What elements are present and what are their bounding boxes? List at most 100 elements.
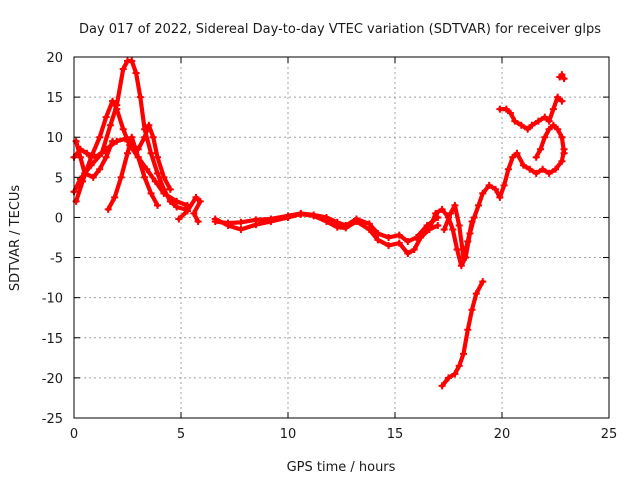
data-point-marker (459, 254, 467, 262)
data-point-marker (440, 225, 448, 233)
y-tick-label: 5 (55, 171, 63, 186)
data-point-marker (552, 165, 559, 173)
data-point-marker (412, 234, 420, 241)
data-point-marker (549, 105, 557, 113)
x-tick-label: 25 (601, 427, 618, 442)
data-point-marker (149, 133, 157, 141)
series-layer (70, 57, 568, 390)
data-point-marker (532, 169, 540, 177)
data-point-marker (410, 246, 418, 254)
data-point-marker (160, 189, 168, 197)
data-point-marker (96, 165, 104, 173)
data-point-marker (111, 193, 119, 201)
plot-frame (73, 56, 610, 419)
data-point-marker (425, 225, 433, 233)
data-point-marker (453, 246, 461, 254)
data-point-marker (365, 220, 373, 228)
data-point-marker (190, 209, 198, 217)
data-point-marker (459, 350, 467, 358)
data-point-marker (558, 157, 566, 165)
grid-layer (74, 57, 609, 418)
data-point-marker (211, 217, 219, 225)
data-point-marker (447, 209, 455, 217)
data-point-marker (192, 193, 200, 201)
data-point-marker (537, 145, 545, 153)
data-point-marker (513, 149, 521, 157)
data-point-marker (385, 242, 393, 250)
data-point-marker (492, 185, 500, 193)
tick-layer: 0 5 10 15 20 25 20 15 10 5 0 -5 -10 -15 -20 -25 (42, 51, 618, 442)
data-point-marker (479, 278, 487, 286)
data-point-marker (153, 201, 161, 209)
data-point-marker (323, 213, 331, 221)
y-tick-label: 10 (46, 131, 63, 146)
y-axis-label: SDTVAR / TECUs (8, 185, 23, 292)
data-point-marker (451, 201, 459, 209)
data-point-marker (526, 165, 534, 173)
data-point-marker (147, 189, 155, 197)
data-point-marker (445, 374, 452, 382)
data-point-marker (153, 153, 161, 161)
data-point-marker (109, 137, 117, 145)
data-point-marker (128, 57, 136, 65)
y-tick-label: 20 (46, 51, 63, 66)
data-point-marker (404, 238, 412, 246)
data-point-marker (457, 262, 465, 270)
data-point-marker (464, 326, 472, 334)
data-point-marker (539, 165, 547, 173)
data-point-marker (237, 225, 245, 233)
data-point-marker (560, 75, 568, 83)
data-point-marker (183, 207, 191, 215)
y-tick-label: 15 (46, 91, 63, 106)
data-point-marker (342, 221, 350, 229)
data-point-marker (297, 209, 305, 217)
data-point-marker (511, 117, 519, 125)
data-point-marker (464, 238, 472, 246)
data-point-marker (173, 197, 181, 205)
data-point-marker (194, 217, 202, 225)
data-point-marker (136, 93, 144, 101)
data-point-marker (468, 217, 476, 225)
data-point-marker (485, 181, 493, 189)
data-point-marker (549, 121, 557, 129)
data-point-marker (532, 153, 540, 161)
data-point-marker (81, 169, 89, 177)
satellite-track-k (440, 279, 485, 388)
data-point-marker (124, 149, 131, 157)
data-point-marker (352, 215, 360, 223)
data-point-marker (113, 105, 121, 113)
data-point-marker (541, 133, 549, 141)
data-point-marker (333, 218, 341, 226)
data-point-marker (449, 225, 457, 233)
data-point-marker (119, 125, 127, 133)
data-point-marker (109, 97, 117, 105)
data-point-marker (374, 236, 382, 244)
data-point-marker (132, 69, 140, 77)
data-point-marker (284, 212, 292, 220)
x-tick-label: 10 (280, 427, 297, 442)
data-point-marker (545, 169, 553, 177)
data-point-marker (434, 221, 442, 229)
data-point-marker (121, 135, 129, 143)
y-tick-label: 0 (55, 211, 63, 226)
data-point-marker (145, 121, 153, 129)
data-point-marker (143, 165, 151, 173)
data-point-marker (534, 117, 542, 125)
data-point-marker (134, 153, 142, 161)
data-point-marker (545, 125, 553, 133)
data-point-marker (479, 189, 487, 197)
data-point-marker (153, 169, 161, 177)
data-point-marker (404, 250, 412, 258)
x-tick-label: 0 (70, 427, 78, 442)
data-point-marker (117, 173, 125, 181)
data-point-marker (91, 153, 99, 161)
data-point-marker (102, 153, 110, 161)
y-tick-label: -5 (50, 252, 63, 267)
data-point-marker (472, 290, 480, 298)
y-tick-label: -10 (42, 292, 63, 307)
data-point-marker (438, 382, 446, 390)
data-point-marker (504, 165, 512, 173)
data-point-marker (237, 218, 245, 226)
data-point-marker (267, 215, 275, 223)
